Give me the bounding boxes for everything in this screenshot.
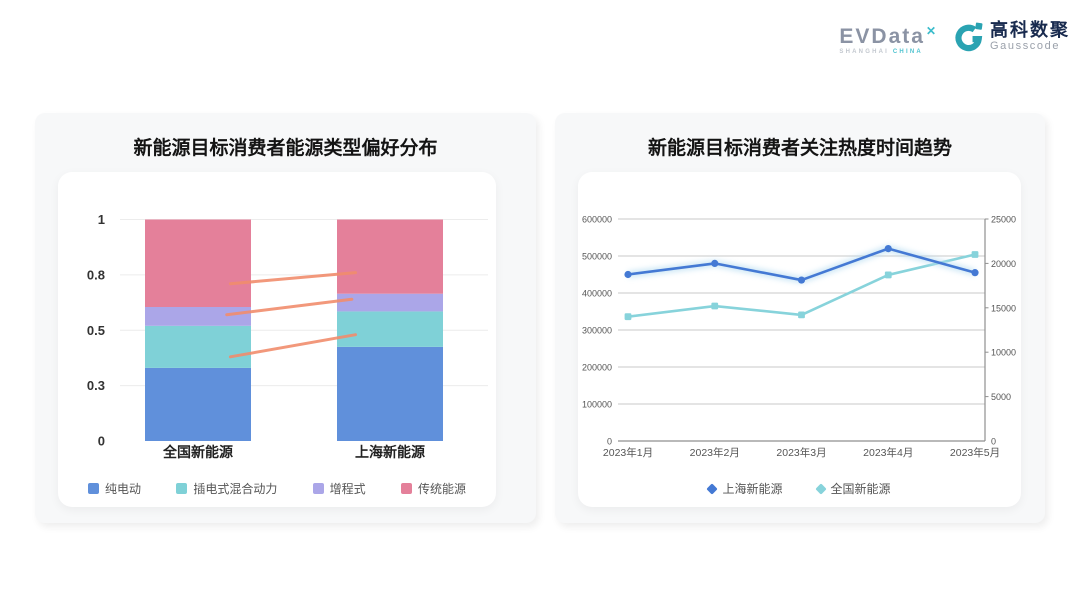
evdata-subtext-china: CHINA — [892, 49, 923, 55]
svg-text:200000: 200000 — [582, 363, 612, 373]
gausscode-text: 高科数聚 Gausscode — [990, 19, 1070, 53]
svg-text:300000: 300000 — [582, 326, 612, 336]
svg-text:0.8: 0.8 — [87, 267, 105, 282]
line-legend-item[interactable]: 上海新能源 — [706, 480, 783, 497]
gausscode-name-cn: 高科数聚 — [990, 19, 1070, 40]
svg-text:0.3: 0.3 — [87, 378, 105, 393]
svg-text:2023年3月: 2023年3月 — [776, 446, 826, 459]
legend-label: 全国新能源 — [830, 482, 891, 496]
stacked-bar-chart: 0 0.3 0.5 0.8 1 全国新能源 上海新能源 — [87, 212, 488, 460]
legend-label: 传统能源 — [417, 482, 466, 496]
svg-text:600000: 600000 — [582, 215, 612, 225]
legend-label: 上海新能源 — [722, 482, 783, 496]
bar-legend-item[interactable]: 纯电动 — [88, 480, 141, 497]
legend-label: 插电式混合动力 — [193, 482, 278, 496]
svg-text:400000: 400000 — [582, 289, 612, 299]
evdata-logo: EVData✕ SHANGHAI CHINA — [839, 25, 936, 55]
header: EVData✕ SHANGHAI CHINA 高科数聚 Gausscode — [839, 20, 1070, 55]
svg-text:15000: 15000 — [991, 303, 1016, 313]
evdata-subtext: SHANGHAI CHINA — [839, 49, 936, 55]
svg-text:0: 0 — [98, 434, 105, 449]
gausscode-name-en: Gausscode — [990, 40, 1061, 53]
legend-label: 增程式 — [329, 482, 366, 496]
bar-legend-item[interactable]: 增程式 — [312, 480, 366, 497]
svg-text:2023年5月: 2023年5月 — [950, 446, 1000, 459]
svg-text:0: 0 — [991, 437, 996, 447]
svg-text:2023年1月: 2023年1月 — [603, 446, 653, 459]
legend-marker-icon — [706, 482, 719, 495]
evdata-x-mark-icon: ✕ — [925, 24, 936, 38]
bar-legend-item[interactable]: 插电式混合动力 — [176, 480, 277, 497]
svg-text:0: 0 — [607, 437, 612, 447]
preference-chart-card: 新能源目标消费者能源类型偏好分布 0 0.3 0.5 0.8 1 全国新能源 上海新能源 纯… — [35, 113, 536, 523]
svg-text:0.5: 0.5 — [87, 323, 105, 338]
bar-chart-legend: 纯电动 插电式混合动力 增程式 传统能源 — [58, 480, 496, 497]
legend-marker-icon — [400, 483, 412, 494]
evdata-text: EVData — [839, 25, 925, 48]
svg-text:2023年4月: 2023年4月 — [863, 446, 913, 459]
gausscode-g-icon — [955, 22, 983, 52]
legend-marker-icon — [814, 482, 827, 495]
line-legend-item[interactable]: 全国新能源 — [814, 480, 891, 497]
svg-text:5000: 5000 — [991, 392, 1011, 402]
bar-legend-item[interactable]: 传统能源 — [400, 480, 466, 497]
attention-trend-line-chart: 0 100000 200000 300000 400000 500000 600000 0 50… — [582, 215, 1016, 460]
svg-text:25000: 25000 — [991, 215, 1016, 225]
bar-chart-title: 新能源目标消费者能源类型偏好分布 — [133, 138, 438, 159]
line-chart-panel: 0 100000 200000 300000 400000 500000 600000 0 50… — [578, 172, 1021, 507]
line-chart-title: 新能源目标消费者关注热度时间趋势 — [647, 138, 952, 159]
svg-text:1: 1 — [98, 212, 105, 227]
svg-text:20000: 20000 — [991, 259, 1016, 269]
bar-chart-panel: 0 0.3 0.5 0.8 1 全国新能源 上海新能源 纯电动 插电式混合动力 增程式 传统能源 — [58, 172, 496, 507]
svg-text:10000: 10000 — [991, 348, 1016, 358]
svg-text:100000: 100000 — [582, 400, 612, 410]
legend-label: 纯电动 — [105, 482, 142, 496]
gausscode-logo: 高科数聚 Gausscode — [954, 20, 1070, 53]
legend-marker-icon — [312, 483, 324, 494]
evdata-subtext-shanghai: SHANGHAI — [839, 49, 890, 55]
svg-text:500000: 500000 — [582, 252, 612, 262]
svg-text:2023年2月: 2023年2月 — [690, 446, 740, 459]
svg-text:上海新能源: 上海新能源 — [355, 444, 425, 460]
trend-chart-card: 新能源目标消费者关注热度时间趋势 0 100000 200000 300000 4000… — [555, 113, 1045, 523]
evdata-wordmark: EVData✕ — [839, 25, 936, 47]
legend-marker-icon — [88, 483, 99, 494]
legend-marker-icon — [176, 483, 188, 494]
svg-text:全国新能源: 全国新能源 — [162, 444, 233, 460]
line-chart-legend: 上海新能源 全国新能源 — [578, 480, 1021, 497]
